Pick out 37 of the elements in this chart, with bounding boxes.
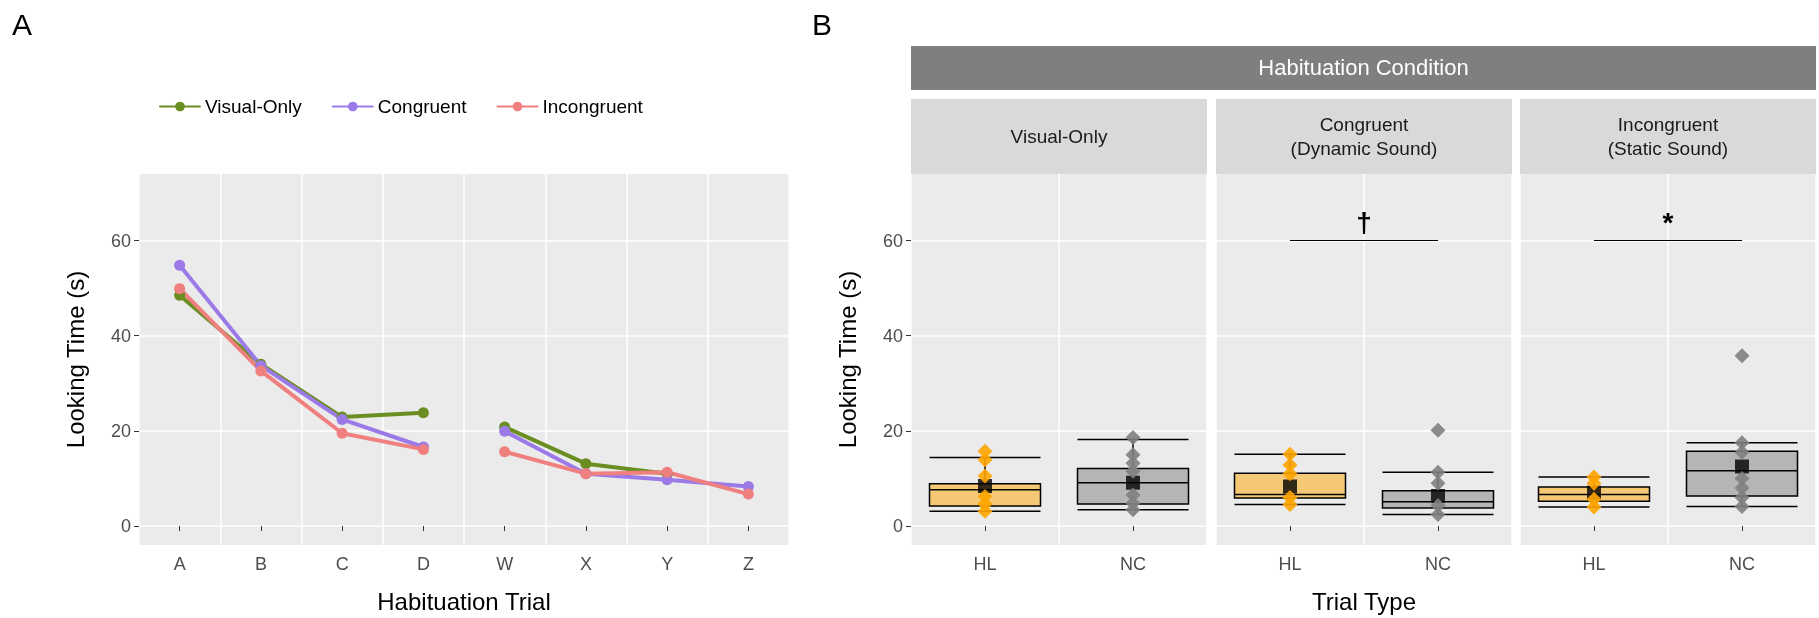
y-axis-title: Looking Time (s) <box>833 270 861 449</box>
text: A <box>12 8 33 42</box>
chart-title: Incongruent (Static Sound) <box>1520 99 1816 174</box>
y-tick-label: 20 <box>882 420 903 441</box>
x-tick-label: Y <box>661 554 674 574</box>
x-tick-label: X <box>579 554 592 574</box>
x-tick-label: NC <box>1729 554 1755 574</box>
chart-title: Visual-Only <box>911 99 1207 174</box>
x-tick-label: B <box>254 554 267 574</box>
x-tick-label: A <box>173 554 186 574</box>
y-tick-label: 60 <box>110 230 131 251</box>
legend-label: Incongruent <box>542 96 644 117</box>
y-tick-label: 20 <box>110 420 131 441</box>
x-axis-title: Habituation Trial <box>377 587 551 615</box>
x-axis-title: Trial Type <box>1311 587 1417 615</box>
x-tick-label: NC <box>1120 554 1146 574</box>
y-tick-label: 40 <box>110 325 131 346</box>
x-tick-label: D <box>416 554 430 574</box>
annotation: * <box>1661 206 1675 239</box>
x-tick-label: Z <box>742 554 754 574</box>
chart-title: Congruent (Dynamic Sound) <box>1216 99 1512 174</box>
text: Habituation Condition <box>911 46 1816 90</box>
y-tick-label: 0 <box>892 515 903 536</box>
x-tick-label: C <box>335 554 349 574</box>
y-tick-label: 0 <box>120 515 131 536</box>
x-tick-label: W <box>496 554 514 574</box>
legend-label: Congruent <box>377 96 468 117</box>
text: B <box>812 8 833 42</box>
annotation: † <box>1355 206 1373 239</box>
y-tick-label: 40 <box>882 325 903 346</box>
x-tick-label: HL <box>973 554 997 574</box>
y-axis-title: Looking Time (s) <box>61 270 89 449</box>
x-tick-label: HL <box>1278 554 1302 574</box>
x-tick-label: NC <box>1425 554 1451 574</box>
y-tick-label: 60 <box>882 230 903 251</box>
x-tick-label: HL <box>1582 554 1606 574</box>
legend-label: Visual-Only <box>205 96 303 117</box>
